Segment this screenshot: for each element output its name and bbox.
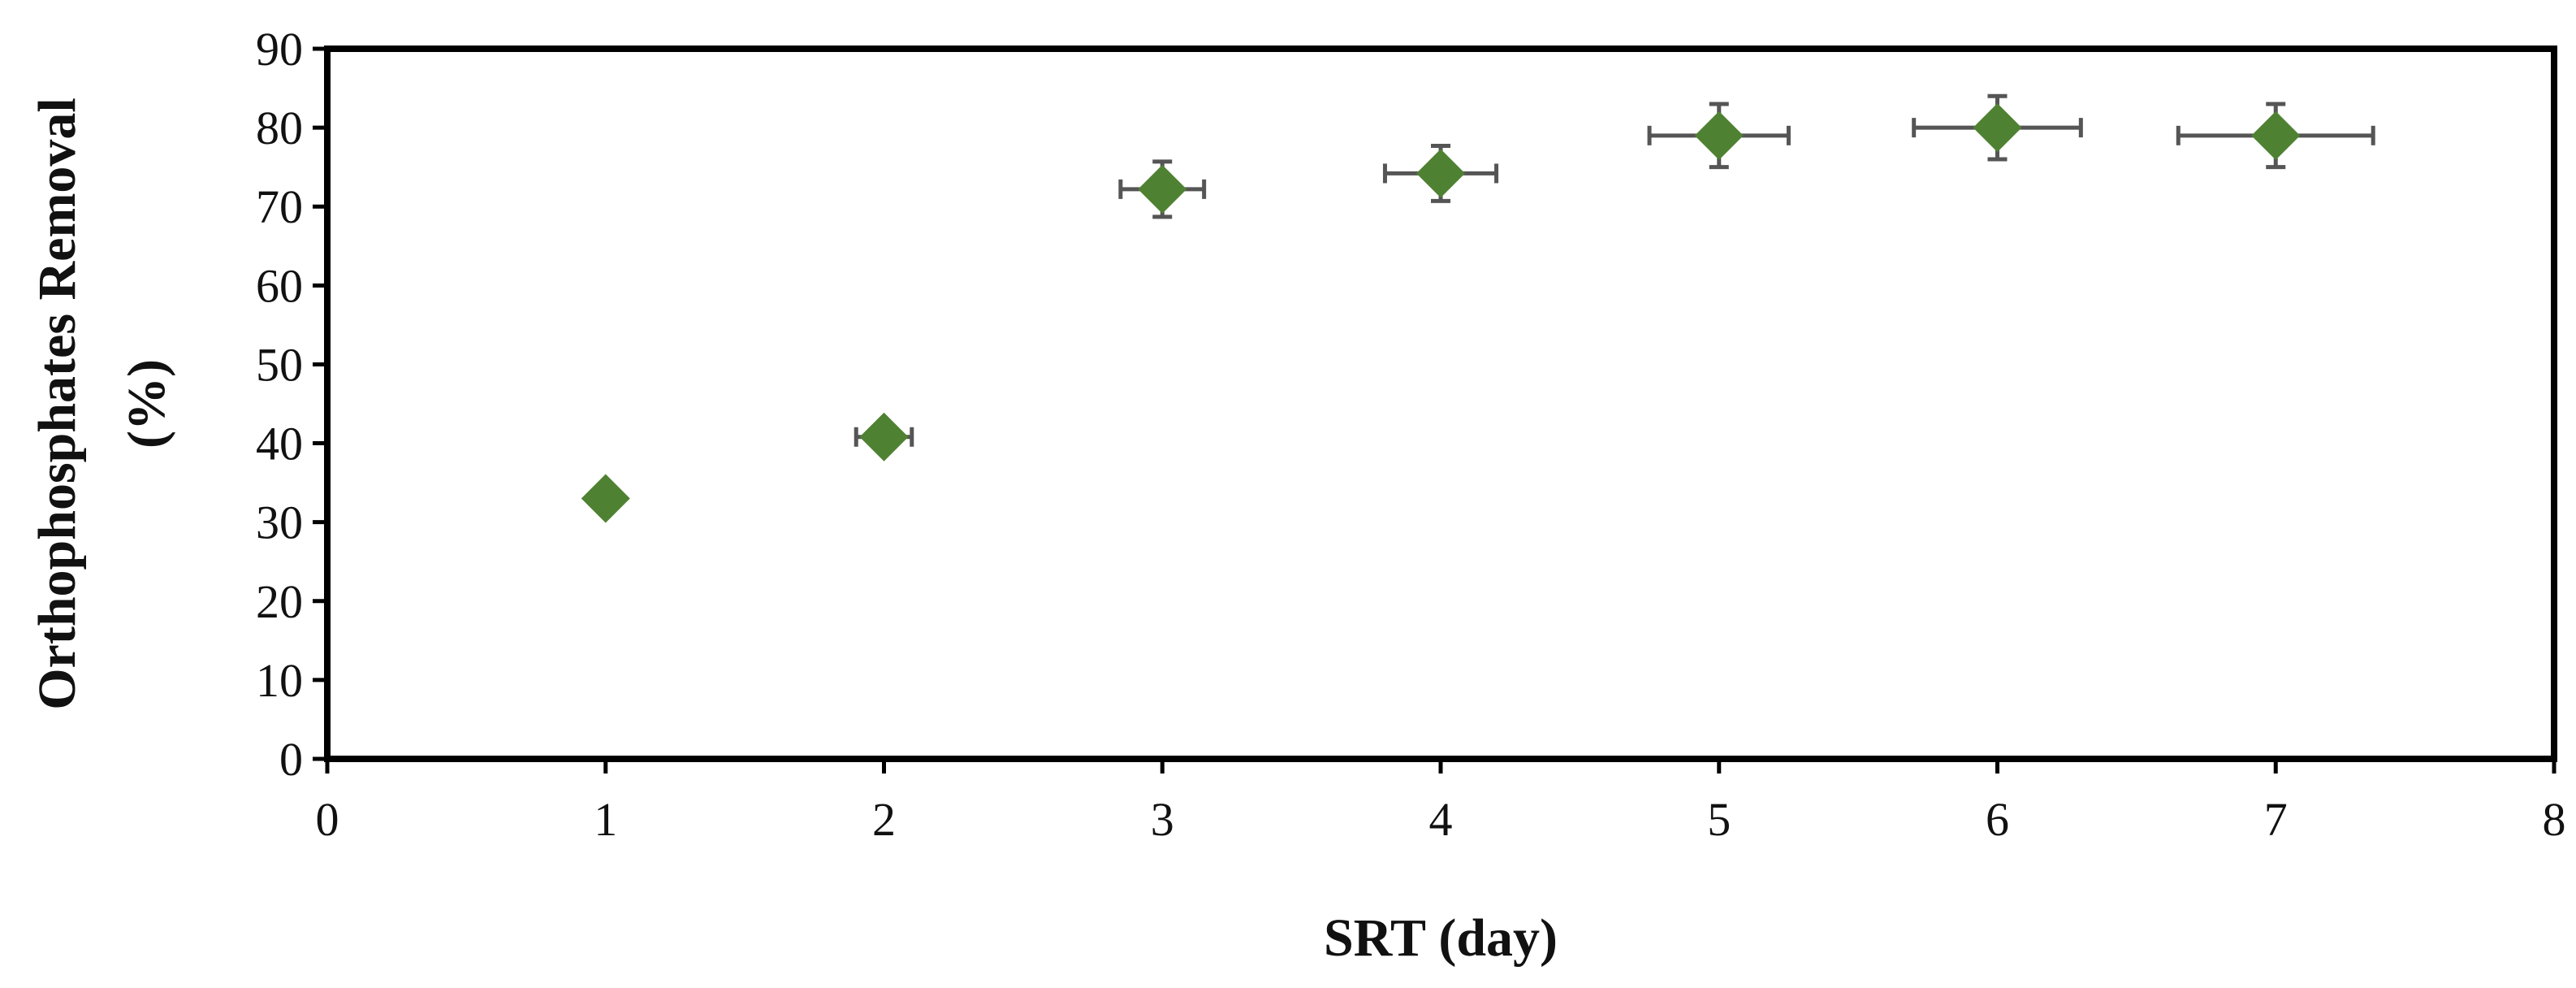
- y-axis-title-line-1: Orthophosphates Removal: [28, 98, 87, 710]
- data-point: [581, 474, 630, 523]
- y-axis-ticks: 0 10 20 30 40 50 60 70 80 90: [256, 23, 327, 786]
- x-tick-label: 2: [872, 793, 896, 846]
- y-tick-label: 90: [256, 23, 303, 76]
- data-point: [1694, 110, 1744, 160]
- x-tick-label: 1: [594, 793, 617, 846]
- y-tick-label: 0: [279, 733, 303, 786]
- x-tick-label: 7: [2264, 793, 2288, 846]
- y-tick-label: 60: [256, 259, 303, 312]
- y-axis-title-line-2: (%): [117, 359, 176, 448]
- data-point: [2251, 110, 2301, 160]
- x-tick-label: 4: [1429, 793, 1453, 846]
- y-tick-label: 70: [256, 180, 303, 233]
- y-tick-label: 20: [256, 575, 303, 628]
- data-point: [1416, 149, 1465, 198]
- y-tick-label: 30: [256, 496, 303, 549]
- x-tick-label: 8: [2543, 793, 2566, 846]
- y-axis-title: Orthophosphates Removal (%): [28, 98, 176, 710]
- y-tick-label: 50: [256, 338, 303, 391]
- data-point: [1973, 103, 2022, 153]
- y-tick-label: 10: [256, 654, 303, 707]
- data-points: [581, 93, 2375, 523]
- x-tick-label: 5: [1707, 793, 1731, 846]
- x-tick-label: 0: [316, 793, 339, 846]
- data-point: [859, 412, 909, 462]
- x-tick-label: 3: [1151, 793, 1174, 846]
- x-axis-title: SRT (day): [1324, 908, 1558, 968]
- data-point: [1138, 164, 1187, 214]
- y-tick-label: 40: [256, 418, 303, 470]
- x-tick-label: 6: [1986, 793, 2009, 846]
- y-tick-label: 80: [256, 102, 303, 154]
- x-axis-ticks: 0 1 2 3 4 5 6 7 8: [316, 759, 2566, 846]
